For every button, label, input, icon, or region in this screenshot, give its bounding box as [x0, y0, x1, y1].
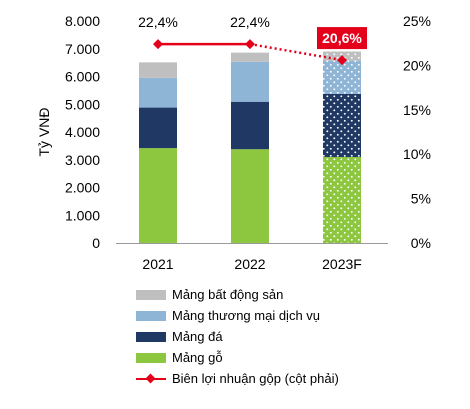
legend-swatch — [136, 352, 166, 363]
y2-tick-label: 20% — [403, 57, 431, 73]
y2-tick-label: 25% — [403, 13, 431, 29]
bar-segment — [323, 156, 361, 243]
legend-label: Biên lợi nhuận gộp (cột phải) — [172, 371, 339, 386]
bar-segment — [323, 60, 361, 94]
highlight-label-box — [317, 27, 367, 50]
legend-swatch — [136, 331, 166, 342]
x-tick-label: 2022 — [234, 256, 265, 272]
legend-label: Mảng gỗ — [172, 350, 223, 365]
legend-swatch — [136, 289, 166, 300]
y-tick-label: 2.000 — [65, 180, 100, 196]
legend-item: Mảng gỗ — [136, 347, 339, 368]
bar-segment — [139, 148, 177, 243]
legend-label: Mảng đá — [172, 329, 223, 344]
y-tick-label: 1.000 — [65, 207, 100, 223]
y2-tick-label: 5% — [411, 191, 431, 207]
margin-line — [153, 39, 347, 66]
data-labels: 22,4% 22,4% 20,6% — [138, 14, 367, 50]
bar-segment — [231, 149, 269, 243]
line-marker — [337, 55, 347, 66]
bar-segment — [231, 61, 269, 102]
legend-line-marker — [136, 374, 166, 384]
y2-tick-label: 15% — [403, 102, 431, 118]
legend: Mảng bất động sản Mảng thương mại dịch vụ… — [136, 284, 339, 389]
bar-segment — [323, 93, 361, 157]
legend-item: Mảng thương mại dịch vụ — [136, 305, 339, 326]
x-tick-label: 2021 — [142, 256, 173, 272]
legend-item: Mảng bất động sản — [136, 284, 339, 305]
bar-segment — [139, 107, 177, 149]
y-tick-label: 4.000 — [65, 124, 100, 140]
legend-item: Mảng đá — [136, 326, 339, 347]
y2-tick-label: 10% — [403, 146, 431, 162]
y-tick-label: 7.000 — [65, 41, 100, 57]
line-data-label: 20,6% — [322, 30, 362, 46]
bar-segment — [231, 101, 269, 150]
line-data-label: 22,4% — [230, 14, 270, 30]
bar-segment — [231, 52, 269, 62]
legend-swatch — [136, 310, 166, 321]
legend-item: Biên lợi nhuận gộp (cột phải) — [136, 368, 339, 389]
line-segment-forecast — [249, 42, 343, 62]
y2-tick-label: 0% — [411, 235, 431, 251]
bars — [139, 51, 361, 243]
y-tick-label: 5.000 — [65, 96, 100, 112]
y-axis-title: Tỷ VNĐ — [36, 108, 52, 157]
legend-label: Mảng bất động sản — [172, 287, 284, 302]
line-marker — [245, 39, 255, 50]
y-tick-label: 8.000 — [65, 13, 100, 29]
legend-label: Mảng thương mại dịch vụ — [172, 308, 321, 323]
y-tick-label: 3.000 — [65, 152, 100, 168]
bar-segment — [139, 62, 177, 78]
y-tick-label: 6.000 — [65, 69, 100, 85]
bar-segment — [139, 77, 177, 108]
line-marker — [153, 39, 163, 50]
line-data-label: 22,4% — [138, 14, 178, 30]
axes: 0 1.000 2.000 3.000 4.000 5.000 6.000 7.000 8.00… — [36, 13, 431, 272]
x-tick-label: 2023F — [322, 256, 362, 272]
y-tick-label: 0 — [92, 235, 100, 251]
